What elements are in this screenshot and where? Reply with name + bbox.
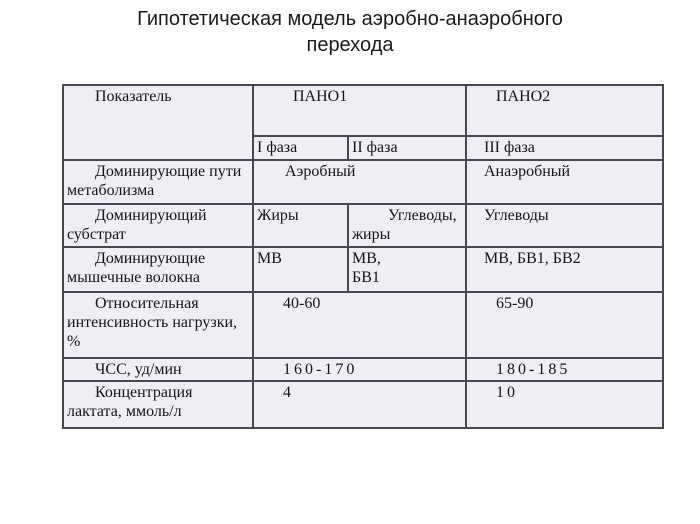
cell-lactate-pano1: 4 xyxy=(252,380,467,429)
header-pano2: ПАНО2 xyxy=(465,84,664,137)
cell-fibers-phase2: МВ, БВ1 xyxy=(347,246,467,293)
row-intensity: Относительная интенсивность нагрузки, % … xyxy=(62,291,664,359)
cell-metabolism-pano1: Аэробный xyxy=(252,159,467,205)
row-lactate-label: Концентрация лактата, ммоль/л xyxy=(62,380,254,429)
row-intensity-label: Относительная интенсивность нагрузки, % xyxy=(62,291,254,359)
cell-substrate-phase1: Жиры xyxy=(252,203,349,248)
header-pano1: ПАНО1 xyxy=(252,84,467,137)
cell-intensity-pano1: 40-60 xyxy=(252,291,467,359)
cell-fibers-pano2: МВ, БВ1, БВ2 xyxy=(465,246,664,293)
row-fibers-label: Доминирующие мышечные волокна xyxy=(62,246,254,293)
cell-heart-rate-pano2: 180-185 xyxy=(465,357,664,382)
header-indicator: Показатель xyxy=(62,84,254,161)
cell-metabolism-pano2: Анаэробный xyxy=(465,159,664,205)
slide-title: Гипотетическая модель аэробно-анаэробног… xyxy=(0,6,700,58)
row-heart-rate-label: ЧСС, уд/мин xyxy=(62,357,254,382)
aerobic-anaerobic-table: Показатель ПАНО1 ПАНО2 I фаза II фаза II… xyxy=(62,84,664,429)
row-fibers: Доминирующие мышечные волокна МВ МВ, БВ1… xyxy=(62,246,664,293)
cell-substrate-phase2: Углеводы, жиры xyxy=(347,203,467,248)
cell-lactate-pano2: 10 xyxy=(465,380,664,429)
cell-intensity-pano2: 65-90 xyxy=(465,291,664,359)
cell-substrate-pano2: Углеводы xyxy=(465,203,664,248)
row-lactate: Концентрация лактата, ммоль/л 4 10 xyxy=(62,380,664,429)
header-phase3: III фаза xyxy=(465,135,664,161)
cell-fibers-phase1: МВ xyxy=(252,246,349,293)
header-phase2: II фаза xyxy=(347,135,467,161)
slide-title-text: Гипотетическая модель аэробно-анаэробног… xyxy=(137,8,563,56)
header-row-2: I фаза II фаза III фаза xyxy=(63,135,664,161)
row-heart-rate: ЧСС, уд/мин 160-170 180-185 xyxy=(62,357,664,382)
cell-heart-rate-pano1: 160-170 xyxy=(252,357,467,382)
row-metabolism-label: Доминирующие пути метаболизма xyxy=(62,159,254,205)
row-metabolism: Доминирующие пути метаболизма Аэробный А… xyxy=(62,159,664,205)
header-row-1: Показатель ПАНО1 ПАНО2 xyxy=(62,84,664,161)
header-phase1: I фаза xyxy=(252,135,349,161)
row-substrate-label: Доминирующий субстрат xyxy=(62,203,254,248)
row-substrate: Доминирующий субстрат Жиры Углеводы, жир… xyxy=(62,203,664,248)
